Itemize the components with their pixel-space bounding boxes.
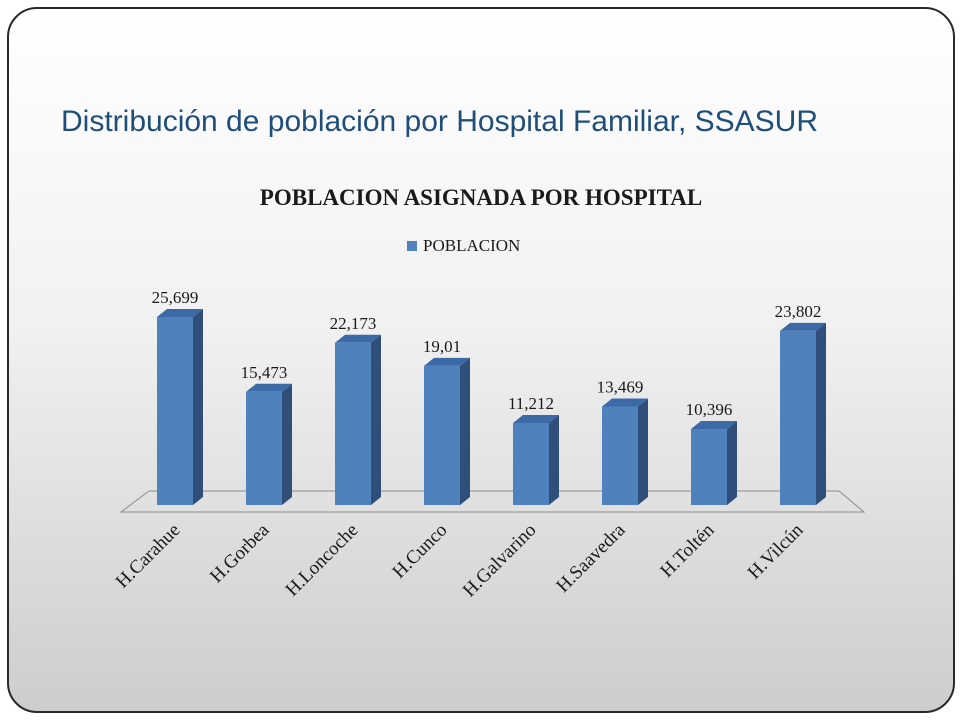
bar-side: [727, 420, 737, 505]
category-label: H.Carahue: [112, 520, 185, 593]
category-label: H.Vilcún: [744, 519, 808, 583]
data-label: 13,469: [597, 377, 644, 396]
bar-top: [335, 334, 381, 343]
bar-1: [157, 309, 203, 505]
bar-front: [691, 428, 727, 505]
data-label: 10,396: [686, 400, 733, 419]
slide-title: Distribución de población por Hospital F…: [61, 105, 819, 138]
bar-front: [335, 342, 371, 505]
bar-side: [549, 414, 559, 505]
bar-7: [691, 420, 737, 505]
data-label: 23,802: [775, 302, 822, 321]
bar-top: [691, 420, 737, 429]
bar-front: [513, 422, 549, 505]
legend-label: POBLACION: [423, 236, 521, 255]
category-label: H.Saavedra: [552, 519, 630, 597]
bar-2: [246, 383, 292, 505]
category-label: H.Loncoche: [282, 520, 363, 601]
bar-front: [602, 406, 638, 505]
bar-top: [424, 357, 470, 366]
bar-front: [157, 317, 193, 505]
chart-floor: [119, 490, 866, 513]
bar-side: [193, 309, 203, 505]
data-label: 25,699: [152, 288, 199, 307]
bar-chart: 25,699 H.Carahue 15,473 H.Gorbea 22,173 H.Lon…: [112, 288, 866, 602]
bar-8: [780, 322, 826, 505]
bar-6: [602, 398, 648, 505]
category-label: H.Toltén: [656, 519, 718, 581]
category-label: H.Galvarino: [459, 520, 541, 602]
category-label: H.Cunco: [389, 520, 452, 583]
bar-front: [246, 391, 282, 505]
chart-title: POBLACION ASIGNADA POR HOSPITAL: [259, 185, 703, 210]
bar-top: [157, 309, 203, 317]
bar-top: [246, 383, 292, 392]
bar-3: [335, 334, 381, 505]
data-label: 19,01: [423, 337, 461, 356]
bar-4: [424, 357, 470, 505]
bar-5: [513, 414, 559, 505]
legend-swatch: [407, 241, 417, 251]
chart-legend: POBLACION: [407, 236, 520, 256]
bar-side: [460, 357, 470, 505]
bar-side: [638, 398, 648, 505]
data-label: 15,473: [241, 363, 288, 382]
bar-front: [424, 365, 460, 505]
bar-top: [513, 414, 559, 423]
bar-top: [602, 398, 648, 407]
category-label: H.Gorbea: [206, 519, 274, 587]
bar-side: [816, 322, 826, 505]
bar-front: [780, 330, 816, 505]
bar-top: [780, 322, 826, 331]
bar-side: [371, 334, 381, 505]
data-label: 22,173: [330, 314, 377, 333]
slide: Distribución de población por Hospital F…: [7, 7, 955, 713]
bar-side: [282, 383, 292, 505]
data-label: 11,212: [508, 394, 554, 413]
